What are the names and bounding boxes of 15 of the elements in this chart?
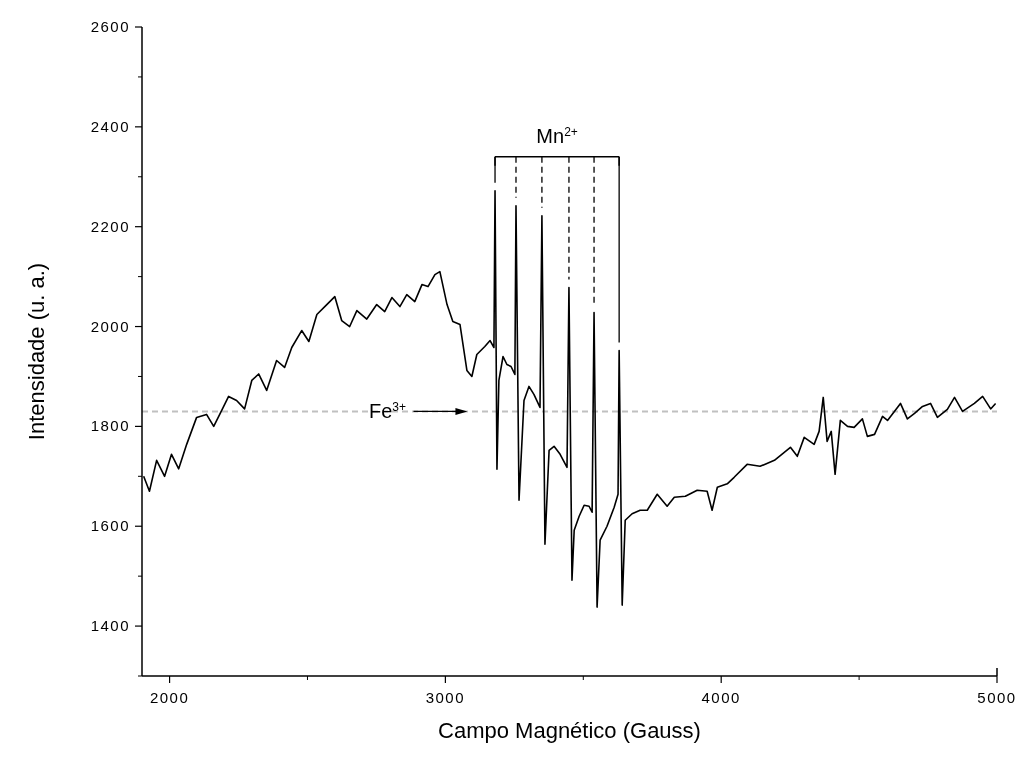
x-axis-title: Campo Magnético (Gauss) xyxy=(438,718,701,743)
x-tick-label: 5000 xyxy=(977,689,1017,706)
y-tick-label: 1400 xyxy=(90,617,130,635)
y-tick-label: 1600 xyxy=(90,517,130,535)
annotation: Mn$^{2+}$ xyxy=(536,124,578,147)
y-tick-label: 2000 xyxy=(90,317,130,335)
y-axis-title: Intensidade (u. a.) xyxy=(24,262,49,441)
y-tick-label: 2200 xyxy=(90,217,130,235)
y-tick-label: 2400 xyxy=(90,117,130,135)
y-tick-label: 2600 xyxy=(90,18,130,35)
y-tick-label: 1800 xyxy=(90,417,130,435)
x-tick-label: 2000 xyxy=(149,689,190,706)
x-tick-label: 3000 xyxy=(425,689,466,706)
x-tick-label: 4000 xyxy=(701,689,741,706)
annotation: Fe$^{3+}$ xyxy=(368,400,406,423)
